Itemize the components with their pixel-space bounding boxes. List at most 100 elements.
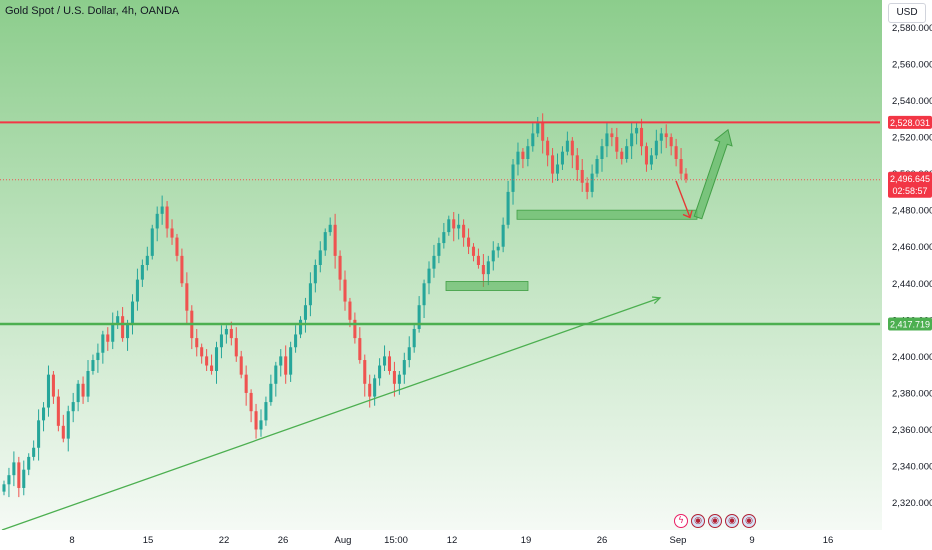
candle-body bbox=[22, 469, 26, 488]
demand-zone[interactable] bbox=[516, 209, 698, 220]
price-axis[interactable]: 2,580.0002,560.0002,540.0002,520.0002,50… bbox=[882, 0, 932, 530]
candle-body bbox=[546, 140, 550, 156]
price-tick-label: 2,400.000 bbox=[892, 352, 932, 363]
candle-body bbox=[46, 374, 51, 408]
candle-body bbox=[323, 232, 327, 251]
candle-body bbox=[412, 328, 416, 348]
candle-body bbox=[200, 347, 204, 357]
candle-body bbox=[51, 374, 55, 397]
candle-body bbox=[343, 279, 347, 302]
candle-body bbox=[511, 164, 515, 192]
candle-body bbox=[442, 232, 446, 244]
flash-icon[interactable]: ϟ bbox=[674, 514, 688, 528]
drawing-overlays bbox=[0, 121, 880, 531]
candle-body bbox=[541, 122, 545, 141]
candle-body bbox=[491, 250, 495, 262]
price-tick-label: 2,320.000 bbox=[892, 498, 932, 509]
resistance-price-tag-bg bbox=[888, 115, 932, 129]
time-tick-label: 8 bbox=[69, 535, 74, 546]
candle-body bbox=[437, 243, 441, 256]
candle-body bbox=[684, 173, 688, 180]
candle-body bbox=[551, 155, 555, 174]
candle-body bbox=[674, 146, 678, 159]
price-tick-label: 2,380.000 bbox=[892, 388, 932, 399]
candle-body bbox=[501, 224, 505, 247]
candle-body bbox=[615, 137, 619, 152]
candle-body bbox=[254, 411, 258, 430]
symbol-title[interactable]: Gold Spot / U.S. Dollar, 4h, OANDA bbox=[5, 5, 180, 17]
candle-body bbox=[402, 360, 406, 375]
candle-body bbox=[575, 155, 579, 170]
price-tick-label: 2,540.000 bbox=[892, 96, 932, 107]
candle-body bbox=[121, 316, 125, 339]
us-flag-icon[interactable]: ◉ bbox=[725, 514, 739, 528]
candle-body bbox=[135, 279, 139, 302]
candle-body bbox=[659, 133, 663, 141]
candle-body bbox=[462, 224, 466, 238]
candle-body bbox=[476, 255, 480, 265]
bar-countdown: 02:58:57 bbox=[892, 186, 927, 196]
candle-body bbox=[101, 334, 105, 353]
candle-body bbox=[249, 392, 253, 412]
candle-body bbox=[284, 356, 288, 375]
candle-body bbox=[27, 456, 31, 470]
candle-body bbox=[313, 265, 317, 284]
price-tick-label: 2,520.000 bbox=[892, 133, 932, 144]
candle-body bbox=[214, 347, 219, 371]
candle-body bbox=[86, 371, 90, 397]
price-tick-label: 2,460.000 bbox=[892, 242, 932, 253]
candle-body bbox=[37, 420, 41, 448]
candle-body bbox=[669, 137, 673, 147]
candle-body bbox=[422, 283, 426, 306]
candle-body bbox=[195, 338, 199, 348]
candle-body bbox=[165, 206, 169, 229]
candle-body bbox=[224, 328, 228, 335]
candle-body bbox=[269, 383, 273, 403]
candle-body bbox=[32, 447, 36, 457]
time-tick-label: 26 bbox=[597, 535, 608, 546]
us-flag-icon[interactable]: ◉ bbox=[691, 514, 705, 528]
candle-body bbox=[383, 356, 387, 366]
candle-body bbox=[140, 265, 144, 280]
candle-body bbox=[353, 319, 357, 339]
candle-body bbox=[210, 365, 214, 371]
candle-body bbox=[111, 323, 115, 342]
currency-button[interactable]: USD bbox=[888, 3, 926, 23]
projection-down-arrowhead bbox=[682, 210, 693, 219]
demand-zone[interactable] bbox=[445, 281, 529, 291]
current-price-tag-bg bbox=[888, 171, 932, 198]
price-tick-label: 2,340.000 bbox=[892, 462, 932, 473]
time-tick-label: 16 bbox=[823, 535, 834, 546]
candle-body bbox=[175, 237, 179, 256]
trend-line-arrowhead bbox=[651, 296, 662, 305]
candle-body bbox=[274, 365, 278, 384]
candle-body bbox=[635, 127, 639, 134]
projection-up-arrow[interactable] bbox=[693, 128, 733, 220]
candle-body bbox=[427, 268, 431, 284]
candle-body bbox=[205, 356, 209, 366]
candle-body bbox=[279, 356, 283, 366]
candle-series bbox=[2, 113, 688, 498]
candle-body bbox=[467, 237, 471, 247]
us-flag-icon[interactable]: ◉ bbox=[742, 514, 756, 528]
current-price-tag: 2,496.645 bbox=[890, 174, 930, 184]
candle-body bbox=[244, 374, 248, 393]
candle-body bbox=[76, 383, 80, 403]
candle-body bbox=[679, 159, 683, 174]
candle-body bbox=[625, 146, 629, 159]
candle-body bbox=[308, 283, 312, 306]
candle-body bbox=[373, 378, 377, 397]
time-axis[interactable]: 8 15 22 26 Aug 15:00 12 19 26 Sep 9 16 bbox=[0, 530, 932, 550]
candle-body bbox=[17, 462, 21, 488]
candle-body bbox=[42, 407, 46, 421]
candle-body bbox=[590, 173, 594, 192]
candle-body bbox=[106, 334, 110, 342]
candle-body bbox=[298, 319, 303, 335]
candle-body bbox=[229, 328, 233, 339]
us-flag-icon[interactable]: ◉ bbox=[708, 514, 722, 528]
candle-body bbox=[348, 301, 352, 320]
candle-body bbox=[664, 133, 668, 138]
candle-body bbox=[486, 261, 490, 275]
trend-line[interactable] bbox=[1, 297, 661, 531]
